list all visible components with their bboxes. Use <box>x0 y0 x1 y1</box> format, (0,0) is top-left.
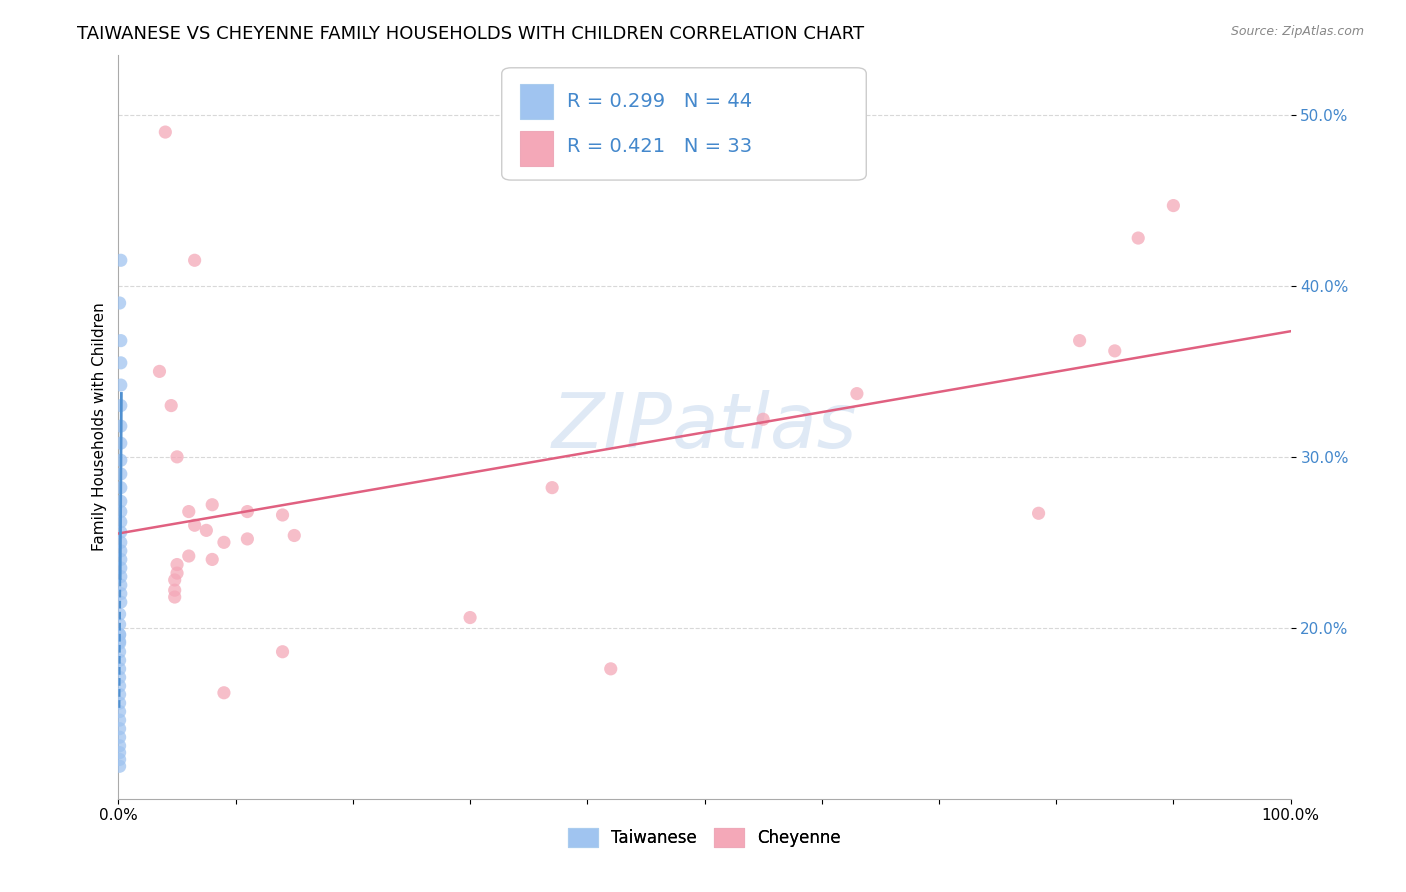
Point <box>108 739 131 753</box>
Point <box>271 508 294 522</box>
Point <box>110 356 132 370</box>
Point <box>110 419 132 434</box>
Text: R = 0.299   N = 44: R = 0.299 N = 44 <box>568 93 752 112</box>
Point <box>108 617 131 632</box>
Point <box>201 498 224 512</box>
Point <box>108 705 131 719</box>
Point <box>110 544 132 558</box>
Point <box>108 730 131 744</box>
Y-axis label: Family Households with Children: Family Households with Children <box>93 302 107 551</box>
Point <box>1028 506 1050 520</box>
Point <box>110 399 132 413</box>
Legend: Taiwanese, Cheyenne: Taiwanese, Cheyenne <box>561 821 848 854</box>
Point <box>108 746 131 760</box>
Point <box>166 558 188 572</box>
Point <box>845 386 868 401</box>
Point <box>108 679 131 693</box>
Point <box>108 662 131 676</box>
Point <box>108 627 131 641</box>
Point <box>163 583 186 598</box>
Point <box>108 634 131 648</box>
Point <box>108 752 131 766</box>
Text: ZIPatlas: ZIPatlas <box>551 390 858 464</box>
Point <box>110 436 132 450</box>
Point <box>1128 231 1150 245</box>
Point <box>110 378 132 392</box>
Point <box>108 607 131 621</box>
Point <box>195 524 218 538</box>
Point <box>177 549 200 563</box>
Point <box>458 610 481 624</box>
FancyBboxPatch shape <box>502 68 866 180</box>
Point <box>541 481 564 495</box>
Point <box>271 645 294 659</box>
Point <box>1069 334 1091 348</box>
Text: TAIWANESE VS CHEYENNE FAMILY HOUSEHOLDS WITH CHILDREN CORRELATION CHART: TAIWANESE VS CHEYENNE FAMILY HOUSEHOLDS … <box>77 25 865 43</box>
Point <box>236 505 259 519</box>
Point <box>166 566 188 580</box>
Point <box>236 532 259 546</box>
Point <box>1104 343 1126 358</box>
Point <box>110 552 132 566</box>
Point <box>108 722 131 736</box>
Point <box>599 662 621 676</box>
Point <box>212 535 235 549</box>
Point <box>160 399 183 413</box>
Point <box>108 759 131 773</box>
Point <box>110 595 132 609</box>
Point <box>110 586 132 600</box>
Point <box>183 518 205 533</box>
Point <box>183 253 205 268</box>
Text: Source: ZipAtlas.com: Source: ZipAtlas.com <box>1230 25 1364 38</box>
Point <box>177 505 200 519</box>
Point <box>110 535 132 549</box>
Point <box>110 334 132 348</box>
Point <box>110 253 132 268</box>
Point <box>163 573 186 587</box>
Point <box>108 696 131 710</box>
Point <box>110 569 132 583</box>
Point <box>148 364 170 378</box>
Point <box>108 645 131 659</box>
Bar <box>520 131 554 166</box>
Point <box>108 636 131 650</box>
Point <box>110 467 132 481</box>
Point <box>108 296 131 310</box>
Text: R = 0.421   N = 33: R = 0.421 N = 33 <box>568 136 752 155</box>
Point <box>752 412 775 426</box>
Point <box>283 528 305 542</box>
Point <box>110 453 132 467</box>
Point <box>212 686 235 700</box>
Bar <box>520 84 554 119</box>
Point <box>110 578 132 592</box>
Point <box>110 494 132 508</box>
Point <box>108 713 131 727</box>
Point <box>201 552 224 566</box>
Point <box>110 515 132 529</box>
Point <box>110 525 132 540</box>
Point <box>108 670 131 684</box>
Point <box>1163 198 1185 212</box>
Point <box>166 450 188 464</box>
Point <box>163 590 186 604</box>
Point <box>155 125 177 139</box>
Point <box>108 688 131 702</box>
Point <box>110 505 132 519</box>
Point <box>108 653 131 667</box>
Point <box>108 627 131 641</box>
Point <box>110 561 132 575</box>
Point <box>110 481 132 495</box>
